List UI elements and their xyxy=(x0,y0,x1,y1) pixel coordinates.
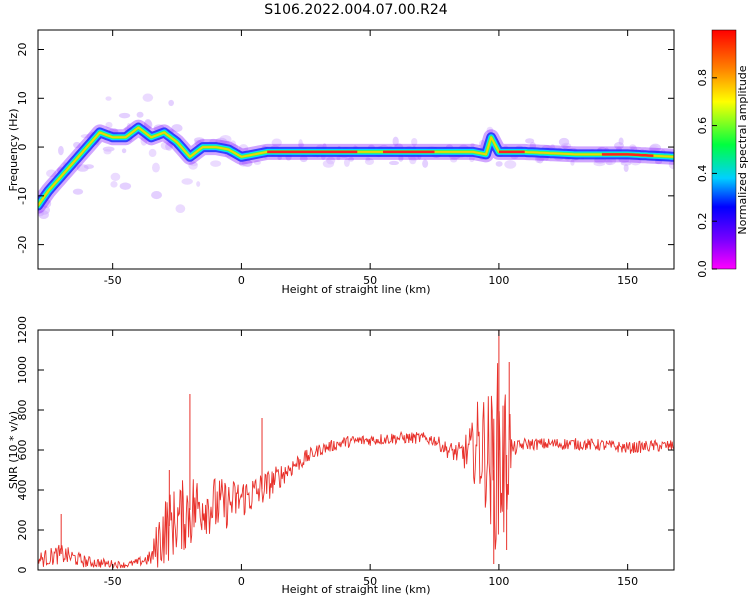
heat-blob xyxy=(151,191,163,200)
y-tick-label: 10 xyxy=(16,91,29,105)
y-tick-label: 200 xyxy=(16,520,29,541)
heat-blob xyxy=(181,178,193,185)
y-tick-label: -10 xyxy=(16,187,29,205)
heat-blob xyxy=(118,112,131,119)
heat-blob xyxy=(72,188,84,195)
colorbar-gradient xyxy=(711,29,737,270)
heat-blob xyxy=(80,134,92,139)
spectrogram-frame xyxy=(37,29,675,270)
heat-blob xyxy=(196,181,201,187)
heat-blob xyxy=(668,159,674,170)
x-tick-label: -50 xyxy=(104,274,122,287)
heat-blob xyxy=(629,144,637,150)
heat-blob xyxy=(105,96,112,101)
x-tick-label: 150 xyxy=(617,575,638,588)
snr-series-line xyxy=(38,363,674,569)
heat-blob xyxy=(83,164,94,169)
y-tick-label: 1000 xyxy=(16,356,29,384)
chart-title: S106.2022.004.07.00.R24 xyxy=(264,2,447,18)
snr-x-label: Height of straight line (km) xyxy=(281,583,430,596)
heat-blob xyxy=(605,159,613,166)
heat-blob xyxy=(343,158,350,167)
y-tick-label: 600 xyxy=(16,440,29,461)
heat-blob xyxy=(136,111,144,118)
heat-blob xyxy=(348,156,354,162)
heat-blob xyxy=(392,136,399,147)
heat-blob xyxy=(389,160,399,166)
heat-blob xyxy=(168,99,174,107)
heat-blob xyxy=(570,159,575,166)
heat-blob xyxy=(593,160,606,167)
y-tick-label: 0 xyxy=(16,567,29,574)
x-tick-label: 0 xyxy=(238,274,245,287)
heat-blob xyxy=(58,145,64,156)
heat-blob xyxy=(110,172,121,182)
colorbar-tick-label: 0.8 xyxy=(696,69,709,87)
heat-blob xyxy=(243,160,253,167)
colorbar: 0.0 0.2 0.4 0.6 0.8 Normalized spectral ampl… xyxy=(696,29,749,278)
x-tick-label: -50 xyxy=(104,575,122,588)
x-tick-label: 50 xyxy=(363,575,377,588)
heat-blob xyxy=(188,161,198,170)
heat-blob xyxy=(365,157,371,162)
heat-blob xyxy=(238,144,249,153)
x-tick-label: 100 xyxy=(488,274,509,287)
colorbar-tick-label: 0.4 xyxy=(696,165,709,183)
colorbar-tick-label: 0.0 xyxy=(696,260,709,278)
heat-blob xyxy=(119,182,132,190)
heat-blob xyxy=(298,139,303,149)
heat-blob xyxy=(253,160,261,165)
heat-blob xyxy=(152,162,160,173)
colorbar-tick-label: 0.6 xyxy=(696,117,709,135)
y-tick-label: 1200 xyxy=(16,316,29,344)
snr-panel: -50 0 50 100 150 0 200 400 600 800 1000 1200 Height… xyxy=(7,316,675,596)
heat-blob xyxy=(210,160,222,167)
heat-blob xyxy=(105,121,113,129)
y-tick-label: 400 xyxy=(16,480,29,501)
heat-blob xyxy=(623,164,629,173)
heat-blob xyxy=(103,148,112,155)
heat-blob xyxy=(614,142,624,150)
snr-y-label: SNR (10 * v/v) xyxy=(7,411,20,489)
heat-blob xyxy=(504,160,517,169)
heat-blob xyxy=(142,93,154,102)
spectrogram-y-label: Frequency (Hz) xyxy=(7,109,20,192)
colorbar-label: Normalized spectral amplitude xyxy=(736,65,749,234)
heat-blob xyxy=(411,138,418,147)
y-tick-label: 0 xyxy=(16,144,29,151)
x-tick-label: 150 xyxy=(617,274,638,287)
heat-blob xyxy=(148,148,157,158)
heat-blob xyxy=(422,159,429,168)
y-tick-label: 20 xyxy=(16,43,29,57)
heat-blob xyxy=(450,156,458,163)
heat-blob xyxy=(175,204,186,214)
x-tick-label: 50 xyxy=(363,274,377,287)
heat-blob xyxy=(73,141,81,149)
spectrogram-panel: -50 0 50 100 150 -20 -10 0 10 20 Height of straig… xyxy=(7,29,675,296)
spectral-peak xyxy=(601,153,654,157)
spectrogram-x-label: Height of straight line (km) xyxy=(281,283,430,296)
heat-blob xyxy=(495,161,503,167)
heat-blob xyxy=(38,210,44,217)
heat-blob xyxy=(110,180,118,188)
x-tick-label: 0 xyxy=(238,575,245,588)
heat-blob xyxy=(171,124,183,133)
heat-blob xyxy=(326,156,336,165)
heat-blob xyxy=(271,138,282,147)
heat-blob xyxy=(336,156,341,161)
heat-blob xyxy=(486,126,494,134)
heat-blob xyxy=(558,137,570,147)
heat-blob xyxy=(121,148,127,154)
x-tick-label: 100 xyxy=(488,575,509,588)
heat-blob xyxy=(46,169,57,178)
y-tick-label: -20 xyxy=(16,236,29,254)
y-tick-label: 800 xyxy=(16,400,29,421)
spectral-ridge xyxy=(38,119,674,214)
snr-frame xyxy=(37,329,675,571)
heat-blob xyxy=(470,143,475,148)
colorbar-tick-label: 0.2 xyxy=(696,212,709,230)
